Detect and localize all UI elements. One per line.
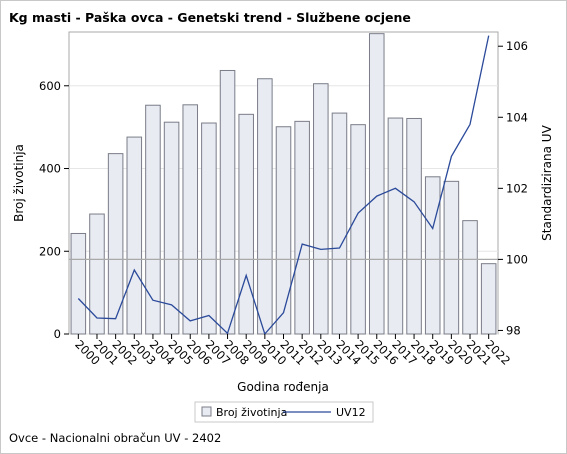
y-axis-label: Broj životinja <box>12 144 26 222</box>
bar <box>368 33 385 335</box>
legend-bar-label: Broj životinja <box>216 406 287 419</box>
y-tick-label: 400 <box>39 162 61 176</box>
y2-tick-label: 104 <box>506 110 528 124</box>
chart-title: Kg masti - Paška ovca - Genetski trend -… <box>9 10 411 25</box>
bar <box>70 232 87 335</box>
y-tick-label: 600 <box>39 79 61 93</box>
bar <box>331 112 348 335</box>
bar <box>480 263 497 335</box>
bar <box>443 180 460 335</box>
x-axis-label: Godina rođenja <box>237 380 329 394</box>
bar <box>238 113 254 335</box>
y-tick-label: 200 <box>39 244 61 258</box>
y2-axis-label: Standardizirana UV <box>540 124 554 240</box>
footnote: Ovce - Nacionalni obračun UV - 2402 <box>9 431 222 445</box>
bar <box>126 136 143 335</box>
bar <box>350 124 366 335</box>
y2-tick-label: 102 <box>506 181 528 195</box>
bar <box>163 121 180 335</box>
bar <box>462 220 478 335</box>
bar <box>313 83 329 335</box>
y2-tick-label: 106 <box>506 39 528 53</box>
bar <box>294 120 310 335</box>
bar <box>201 122 217 335</box>
uv12-line <box>77 35 490 336</box>
bar <box>406 117 422 335</box>
bar <box>424 176 441 335</box>
y2-tick-label: 98 <box>506 323 521 337</box>
bar <box>182 104 199 335</box>
bar <box>89 213 105 335</box>
bar <box>257 78 273 335</box>
y2-tick-label: 100 <box>506 252 528 266</box>
y-tick-label: 0 <box>54 327 61 341</box>
legend-bar-swatch <box>201 406 212 417</box>
bar <box>219 69 236 335</box>
bar <box>387 117 404 335</box>
legend: Broj životinja UV12 <box>194 401 374 423</box>
bar <box>275 126 292 335</box>
legend-line-label: UV12 <box>336 406 366 419</box>
